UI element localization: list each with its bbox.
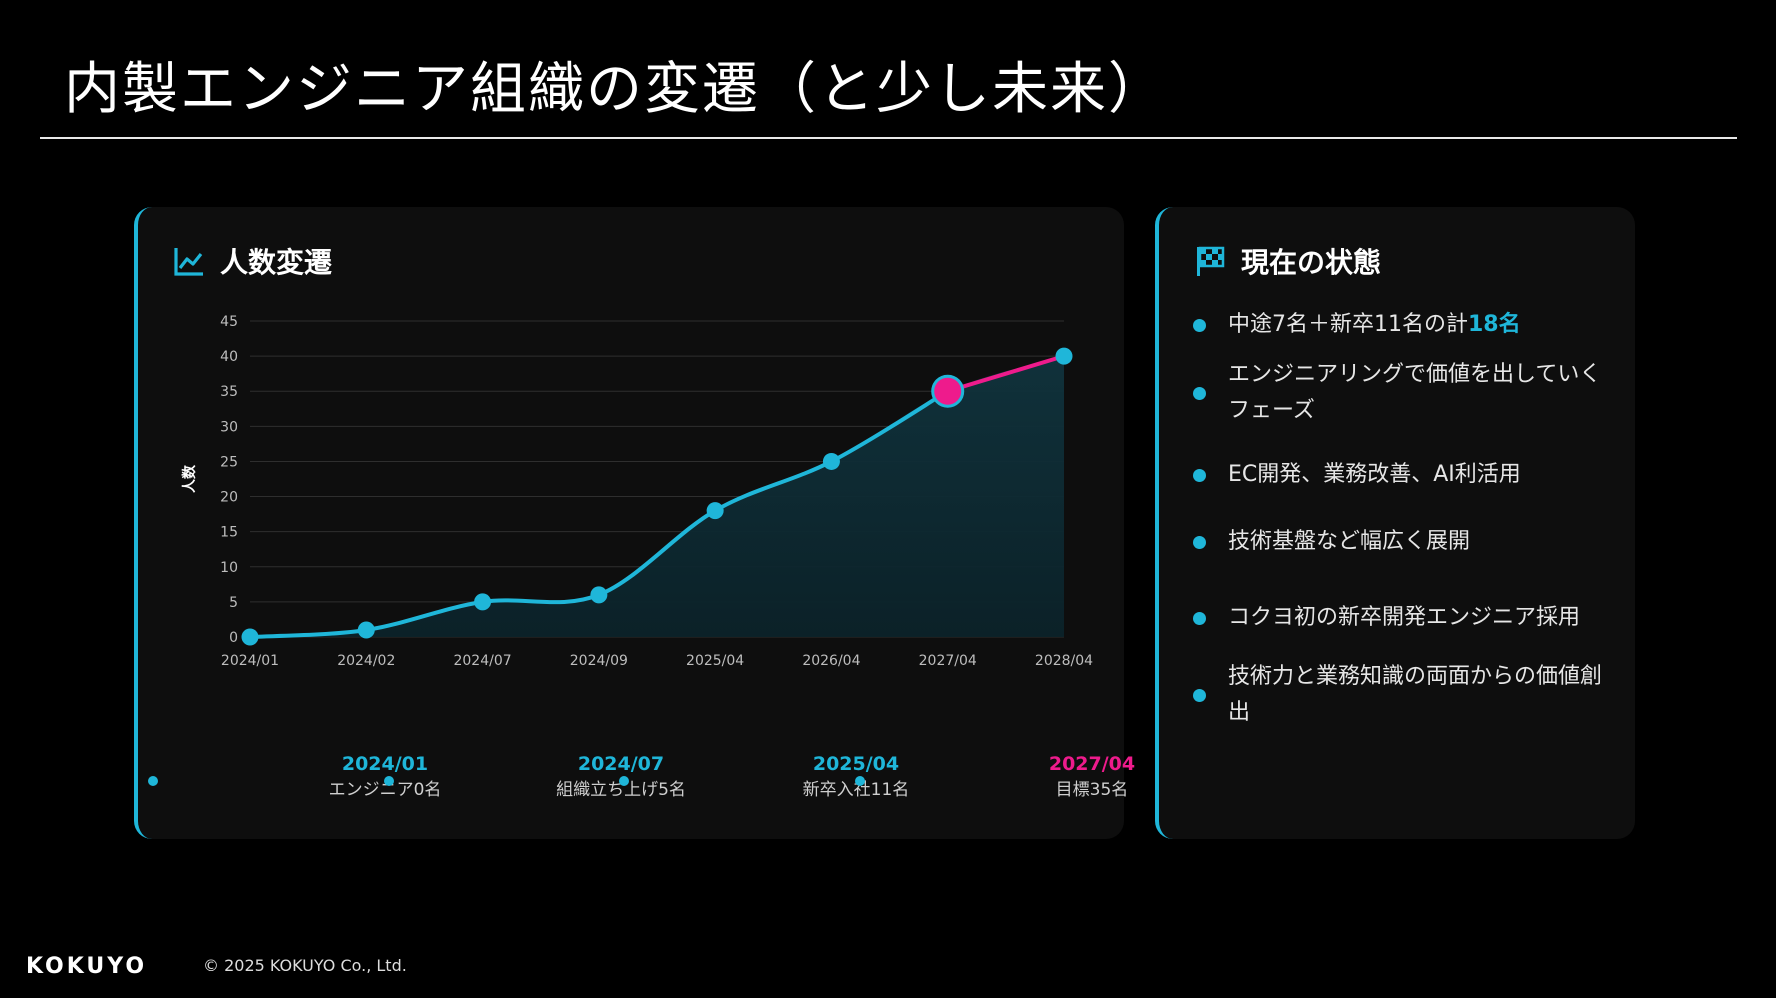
- x-tick-label: 2028/04: [1035, 653, 1093, 669]
- timeline-desc: エンジニア0名: [328, 780, 442, 800]
- status-item-highlight: 18名: [1468, 312, 1521, 337]
- timeline-desc: 組織立ち上げ5名: [556, 780, 686, 800]
- bullet-icon: [1193, 468, 1206, 482]
- y-tick-label: 45: [220, 314, 238, 330]
- timeline-item: 2024/07 組織立ち上げ5名: [516, 751, 726, 803]
- status-item-text: コクヨ初の新卒開発エンジニア採用: [1228, 605, 1581, 630]
- timeline-dot: [148, 776, 158, 786]
- bullet-icon: [1193, 688, 1206, 702]
- status-item-text: 中途7名＋新卒11名の計: [1228, 312, 1468, 337]
- x-tick-label: 2024/02: [337, 653, 395, 669]
- milestone-timeline: 2024/01 エンジニア0名 2024/07 組織立ち上げ5名 2025/04…: [138, 743, 1135, 813]
- status-item: EC開発、業務改善、AI利活用: [1193, 457, 1613, 493]
- timeline-date: 2024/07: [577, 753, 665, 775]
- y-axis-label: 人数: [181, 464, 198, 493]
- y-tick-label: 5: [229, 595, 238, 611]
- timeline-item: 2027/04 目標35名: [987, 751, 1197, 803]
- status-card-header: 現在の状態: [1193, 241, 1381, 281]
- x-tick-label: 2026/04: [802, 653, 860, 669]
- data-point: [822, 452, 840, 470]
- data-point: [241, 628, 259, 646]
- status-item: エンジニアリングで価値を出していくフェーズ: [1193, 357, 1613, 429]
- data-point: [590, 586, 608, 604]
- bullet-icon: [1193, 611, 1206, 625]
- y-tick-label: 10: [220, 560, 238, 576]
- line-chart-icon: [174, 248, 203, 276]
- data-point: [474, 593, 492, 611]
- timeline-dot: [384, 776, 394, 786]
- timeline-date-target: 2027/04: [1048, 753, 1136, 775]
- kokuyo-logo: KOKUYO: [26, 954, 148, 979]
- timeline-dot: [619, 776, 629, 786]
- x-tick-label: 2027/04: [919, 653, 977, 669]
- status-item-text: EC開発、業務改善、AI利活用: [1228, 462, 1521, 487]
- timeline-item: 2025/04 新卒入社11名: [751, 751, 961, 803]
- y-tick-label: 15: [220, 525, 238, 541]
- title-divider: [40, 137, 1737, 139]
- bullet-icon: [1193, 535, 1206, 549]
- headcount-chart-card: 人数変遷 0 5 10 15 20 25 30 35 40 45 2024/01 2024/02 202…: [134, 207, 1135, 839]
- timeline-date: 2025/04: [812, 753, 900, 775]
- status-item: 中途7名＋新卒11名の計18名: [1193, 307, 1613, 343]
- chart-card-header: 人数変遷: [172, 241, 332, 281]
- y-tick-label: 35: [220, 384, 238, 400]
- area-fill: [250, 356, 1064, 637]
- timeline-item: 2024/01 エンジニア0名: [280, 751, 490, 803]
- headcount-line-chart: 0 5 10 15 20 25 30 35 40 45 2024/01 2024/02 2024/07 2…: [181, 314, 1093, 669]
- x-tick-label: 2024/01: [221, 653, 279, 669]
- y-tick-label: 25: [220, 454, 238, 470]
- bullet-icon: [1193, 386, 1206, 400]
- slide-title: 内製エンジニア組織の変遷（と少し未来）: [64, 57, 1166, 122]
- timeline-dot: [855, 776, 865, 786]
- x-tick-label: 2024/09: [570, 653, 628, 669]
- x-tick-label: 2024/07: [453, 653, 511, 669]
- status-item-text: 技術力と業務知識の両面からの価値創出: [1228, 664, 1603, 725]
- timeline-date: 2024/01: [341, 753, 429, 775]
- bullet-icon: [1193, 318, 1206, 332]
- data-point: [706, 502, 724, 520]
- y-tick-label: 30: [220, 419, 238, 435]
- copyright-text: © 2025 KOKUYO Co., Ltd.: [203, 956, 407, 975]
- status-item-text: エンジニアリングで価値を出していくフェーズ: [1228, 362, 1602, 423]
- status-card-title: 現在の状態: [1241, 246, 1382, 279]
- status-item-text: 技術基盤など幅広く展開: [1228, 529, 1471, 554]
- y-tick-label: 40: [220, 349, 238, 365]
- status-item: コクヨ初の新卒開発エンジニア採用: [1193, 600, 1613, 636]
- data-point: [357, 621, 375, 639]
- timeline-desc: 目標35名: [1055, 780, 1129, 800]
- status-item: 技術基盤など幅広く展開: [1193, 524, 1613, 560]
- checkered-flag-icon: [1197, 246, 1225, 276]
- status-item: 技術力と業務知識の両面からの価値創出: [1193, 659, 1613, 731]
- chart-card-title: 人数変遷: [220, 246, 333, 279]
- current-status-card: 現在の状態 中途7名＋新卒11名の計18名 エンジニアリングで価値を出していくフ…: [1155, 207, 1635, 839]
- highlight-point: [931, 374, 965, 408]
- x-tick-label: 2025/04: [686, 653, 744, 669]
- data-point: [1055, 347, 1073, 365]
- y-tick-label: 20: [220, 490, 238, 506]
- timeline-desc: 新卒入社11名: [802, 780, 910, 800]
- y-tick-label: 0: [229, 630, 238, 646]
